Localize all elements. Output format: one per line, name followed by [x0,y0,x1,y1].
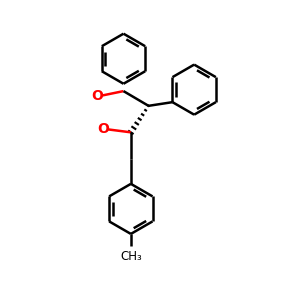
Text: O: O [97,122,109,136]
Text: O: O [91,88,103,103]
Text: CH₃: CH₃ [120,250,142,263]
